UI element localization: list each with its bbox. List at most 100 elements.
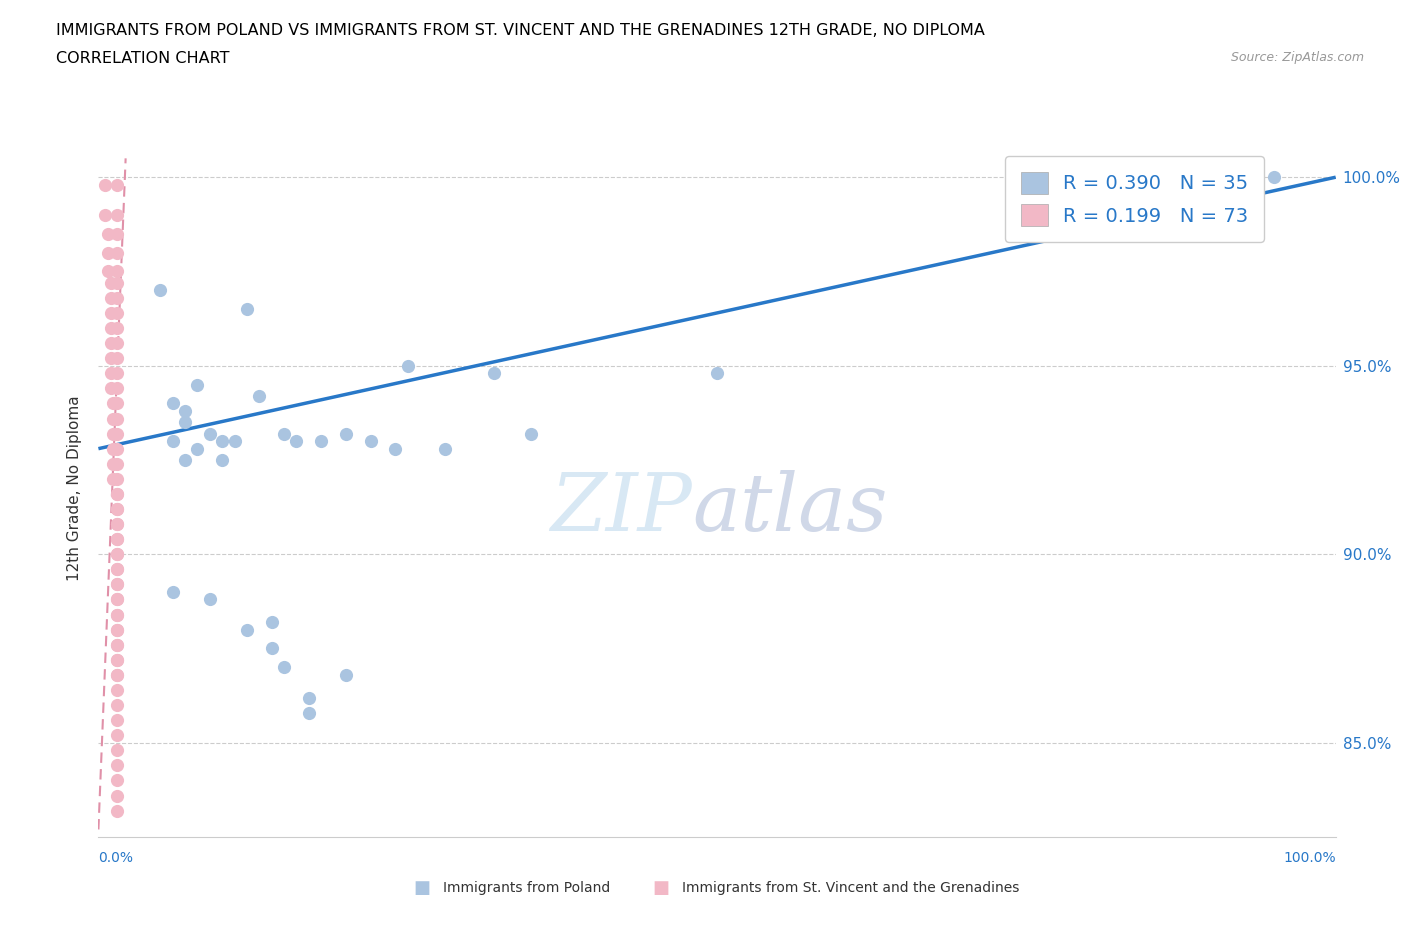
Point xyxy=(105,396,128,411)
Point xyxy=(100,365,122,380)
Point xyxy=(186,378,208,392)
Point xyxy=(103,472,125,486)
Point xyxy=(211,433,233,448)
Point xyxy=(174,453,197,468)
Text: Immigrants from St. Vincent and the Grenadines: Immigrants from St. Vincent and the Gren… xyxy=(682,881,1019,896)
Point xyxy=(105,592,128,607)
Point xyxy=(105,305,128,320)
Point xyxy=(105,246,128,260)
Point xyxy=(105,426,128,441)
Text: atlas: atlas xyxy=(692,471,887,548)
Point xyxy=(97,246,120,260)
Point xyxy=(105,668,128,683)
Point xyxy=(105,773,128,788)
Point xyxy=(285,433,308,448)
Point xyxy=(100,305,122,320)
Point xyxy=(174,415,197,430)
Point xyxy=(103,411,125,426)
Point xyxy=(162,433,184,448)
Text: ■: ■ xyxy=(413,879,430,897)
Point xyxy=(105,381,128,396)
Point xyxy=(105,577,128,591)
Point xyxy=(298,690,321,705)
Point xyxy=(105,178,128,193)
Point xyxy=(236,301,259,316)
Point xyxy=(105,532,128,547)
Point xyxy=(186,441,208,456)
Point xyxy=(105,472,128,486)
Point xyxy=(236,622,259,637)
Point xyxy=(105,652,128,667)
Point xyxy=(105,728,128,743)
Point xyxy=(105,351,128,365)
Point xyxy=(105,441,128,456)
Point xyxy=(260,615,283,630)
Point xyxy=(273,426,295,441)
Point xyxy=(396,358,419,373)
Point xyxy=(1263,170,1285,185)
Text: ZIP: ZIP xyxy=(551,471,692,548)
Point xyxy=(706,365,728,380)
Text: ■: ■ xyxy=(652,879,669,897)
Point xyxy=(247,389,270,404)
Point xyxy=(100,381,122,396)
Text: Source: ZipAtlas.com: Source: ZipAtlas.com xyxy=(1230,51,1364,64)
Point xyxy=(105,637,128,652)
Point xyxy=(105,365,128,380)
Point xyxy=(273,660,295,675)
Point xyxy=(93,207,115,222)
Point xyxy=(105,275,128,290)
Point xyxy=(520,426,543,441)
Point xyxy=(105,532,128,547)
Point xyxy=(105,607,128,622)
Point xyxy=(97,226,120,241)
Point xyxy=(162,584,184,599)
Text: Immigrants from Poland: Immigrants from Poland xyxy=(443,881,610,896)
Point xyxy=(149,283,172,298)
Point xyxy=(105,622,128,637)
Text: 100.0%: 100.0% xyxy=(1284,851,1336,865)
Point xyxy=(105,336,128,351)
Point xyxy=(105,622,128,637)
Point xyxy=(93,178,115,193)
Point xyxy=(105,264,128,279)
Point xyxy=(211,453,233,468)
Point xyxy=(105,226,128,241)
Point xyxy=(105,517,128,532)
Point xyxy=(105,207,128,222)
Point xyxy=(105,712,128,727)
Point xyxy=(105,562,128,577)
Point xyxy=(100,336,122,351)
Point xyxy=(105,683,128,698)
Point xyxy=(105,668,128,683)
Point xyxy=(105,743,128,758)
Point xyxy=(298,705,321,720)
Point xyxy=(105,486,128,501)
Point xyxy=(105,788,128,803)
Point xyxy=(335,426,357,441)
Y-axis label: 12th Grade, No Diploma: 12th Grade, No Diploma xyxy=(67,395,83,581)
Point xyxy=(105,547,128,562)
Point xyxy=(360,433,382,448)
Point xyxy=(105,637,128,652)
Point xyxy=(103,426,125,441)
Point xyxy=(105,592,128,607)
Point xyxy=(224,433,246,448)
Point xyxy=(162,396,184,411)
Point xyxy=(103,457,125,472)
Point xyxy=(105,698,128,712)
Point xyxy=(105,562,128,577)
Point xyxy=(433,441,456,456)
Point xyxy=(105,577,128,591)
Legend: R = 0.390   N = 35, R = 0.199   N = 73: R = 0.390 N = 35, R = 0.199 N = 73 xyxy=(1005,156,1264,242)
Point xyxy=(105,758,128,773)
Point xyxy=(100,275,122,290)
Point xyxy=(105,517,128,532)
Point xyxy=(309,433,332,448)
Point xyxy=(105,547,128,562)
Point xyxy=(105,486,128,501)
Point xyxy=(384,441,406,456)
Point xyxy=(198,426,221,441)
Point xyxy=(100,290,122,305)
Point xyxy=(103,441,125,456)
